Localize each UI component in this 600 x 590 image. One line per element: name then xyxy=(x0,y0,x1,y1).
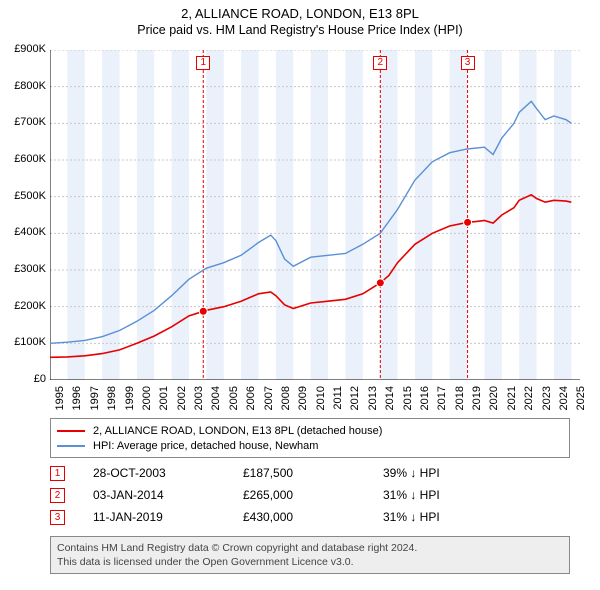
legend-swatch xyxy=(57,445,85,447)
sale-marker-box: 3 xyxy=(461,56,475,70)
sale-marker-box: 1 xyxy=(196,56,210,70)
sales-diff: 31% ↓ HPI xyxy=(383,510,523,524)
footer-line: This data is licensed under the Open Gov… xyxy=(57,555,563,569)
chart-container: 2, ALLIANCE ROAD, LONDON, E13 8PL Price … xyxy=(0,0,600,590)
x-tick-label: 2018 xyxy=(454,386,466,416)
y-tick-label: £100K xyxy=(2,336,46,348)
x-tick-label: 1998 xyxy=(106,386,118,416)
x-tick-label: 2008 xyxy=(280,386,292,416)
x-tick-label: 2025 xyxy=(575,386,587,416)
x-tick-label: 1996 xyxy=(71,386,83,416)
sale-marker-box: 2 xyxy=(373,56,387,70)
sales-date: 28-OCT-2003 xyxy=(93,466,243,480)
x-tick-label: 2017 xyxy=(436,386,448,416)
x-tick-label: 2016 xyxy=(419,386,431,416)
legend-label: 2, ALLIANCE ROAD, LONDON, E13 8PL (detac… xyxy=(93,425,382,437)
x-tick-label: 2013 xyxy=(367,386,379,416)
x-tick-label: 2009 xyxy=(297,386,309,416)
x-tick-label: 2021 xyxy=(506,386,518,416)
y-tick-label: £900K xyxy=(2,43,46,55)
legend-item: 2, ALLIANCE ROAD, LONDON, E13 8PL (detac… xyxy=(57,423,563,438)
y-tick-label: £800K xyxy=(2,80,46,92)
x-tick-label: 2010 xyxy=(315,386,327,416)
footer: Contains HM Land Registry data © Crown c… xyxy=(50,536,570,574)
sales-idx-box: 3 xyxy=(50,510,65,525)
x-tick-label: 2019 xyxy=(471,386,483,416)
y-tick-label: £700K xyxy=(2,116,46,128)
sales-row: 3 11-JAN-2019 £430,000 31% ↓ HPI xyxy=(50,506,570,528)
sales-price: £265,000 xyxy=(243,488,383,502)
sales-diff: 31% ↓ HPI xyxy=(383,488,523,502)
x-tick-label: 2000 xyxy=(141,386,153,416)
sales-table: 1 28-OCT-2003 £187,500 39% ↓ HPI 2 03-JA… xyxy=(50,462,570,528)
x-tick-label: 1995 xyxy=(54,386,66,416)
chart-area xyxy=(50,50,580,380)
y-tick-label: £400K xyxy=(2,226,46,238)
x-tick-label: 2024 xyxy=(558,386,570,416)
chart-svg xyxy=(50,50,580,380)
sales-price: £430,000 xyxy=(243,510,383,524)
x-tick-label: 2003 xyxy=(193,386,205,416)
legend: 2, ALLIANCE ROAD, LONDON, E13 8PL (detac… xyxy=(50,418,570,458)
x-tick-label: 1999 xyxy=(124,386,136,416)
x-tick-label: 2020 xyxy=(488,386,500,416)
y-tick-label: £200K xyxy=(2,300,46,312)
sales-idx-box: 2 xyxy=(50,488,65,503)
y-tick-label: £500K xyxy=(2,190,46,202)
chart-subtitle: Price paid vs. HM Land Registry's House … xyxy=(0,21,600,37)
legend-label: HPI: Average price, detached house, Newh… xyxy=(93,440,318,452)
legend-item: HPI: Average price, detached house, Newh… xyxy=(57,438,563,453)
y-tick-label: £600K xyxy=(2,153,46,165)
sales-date: 11-JAN-2019 xyxy=(93,510,243,524)
x-tick-label: 2012 xyxy=(349,386,361,416)
x-tick-label: 2004 xyxy=(210,386,222,416)
sales-row: 1 28-OCT-2003 £187,500 39% ↓ HPI xyxy=(50,462,570,484)
x-tick-label: 1997 xyxy=(89,386,101,416)
x-tick-label: 2022 xyxy=(523,386,535,416)
x-tick-label: 2002 xyxy=(176,386,188,416)
x-tick-label: 2015 xyxy=(402,386,414,416)
x-tick-label: 2011 xyxy=(332,386,344,416)
sales-diff: 39% ↓ HPI xyxy=(383,466,523,480)
legend-swatch xyxy=(57,430,85,432)
y-tick-label: £0 xyxy=(2,373,46,385)
y-tick-label: £300K xyxy=(2,263,46,275)
x-tick-label: 2006 xyxy=(245,386,257,416)
x-tick-label: 2007 xyxy=(263,386,275,416)
x-tick-label: 2001 xyxy=(158,386,170,416)
x-tick-label: 2014 xyxy=(384,386,396,416)
chart-title: 2, ALLIANCE ROAD, LONDON, E13 8PL xyxy=(0,0,600,21)
sales-row: 2 03-JAN-2014 £265,000 31% ↓ HPI xyxy=(50,484,570,506)
sales-price: £187,500 xyxy=(243,466,383,480)
sales-date: 03-JAN-2014 xyxy=(93,488,243,502)
footer-line: Contains HM Land Registry data © Crown c… xyxy=(57,541,563,555)
x-tick-label: 2005 xyxy=(228,386,240,416)
sales-idx-box: 1 xyxy=(50,466,65,481)
x-tick-label: 2023 xyxy=(541,386,553,416)
